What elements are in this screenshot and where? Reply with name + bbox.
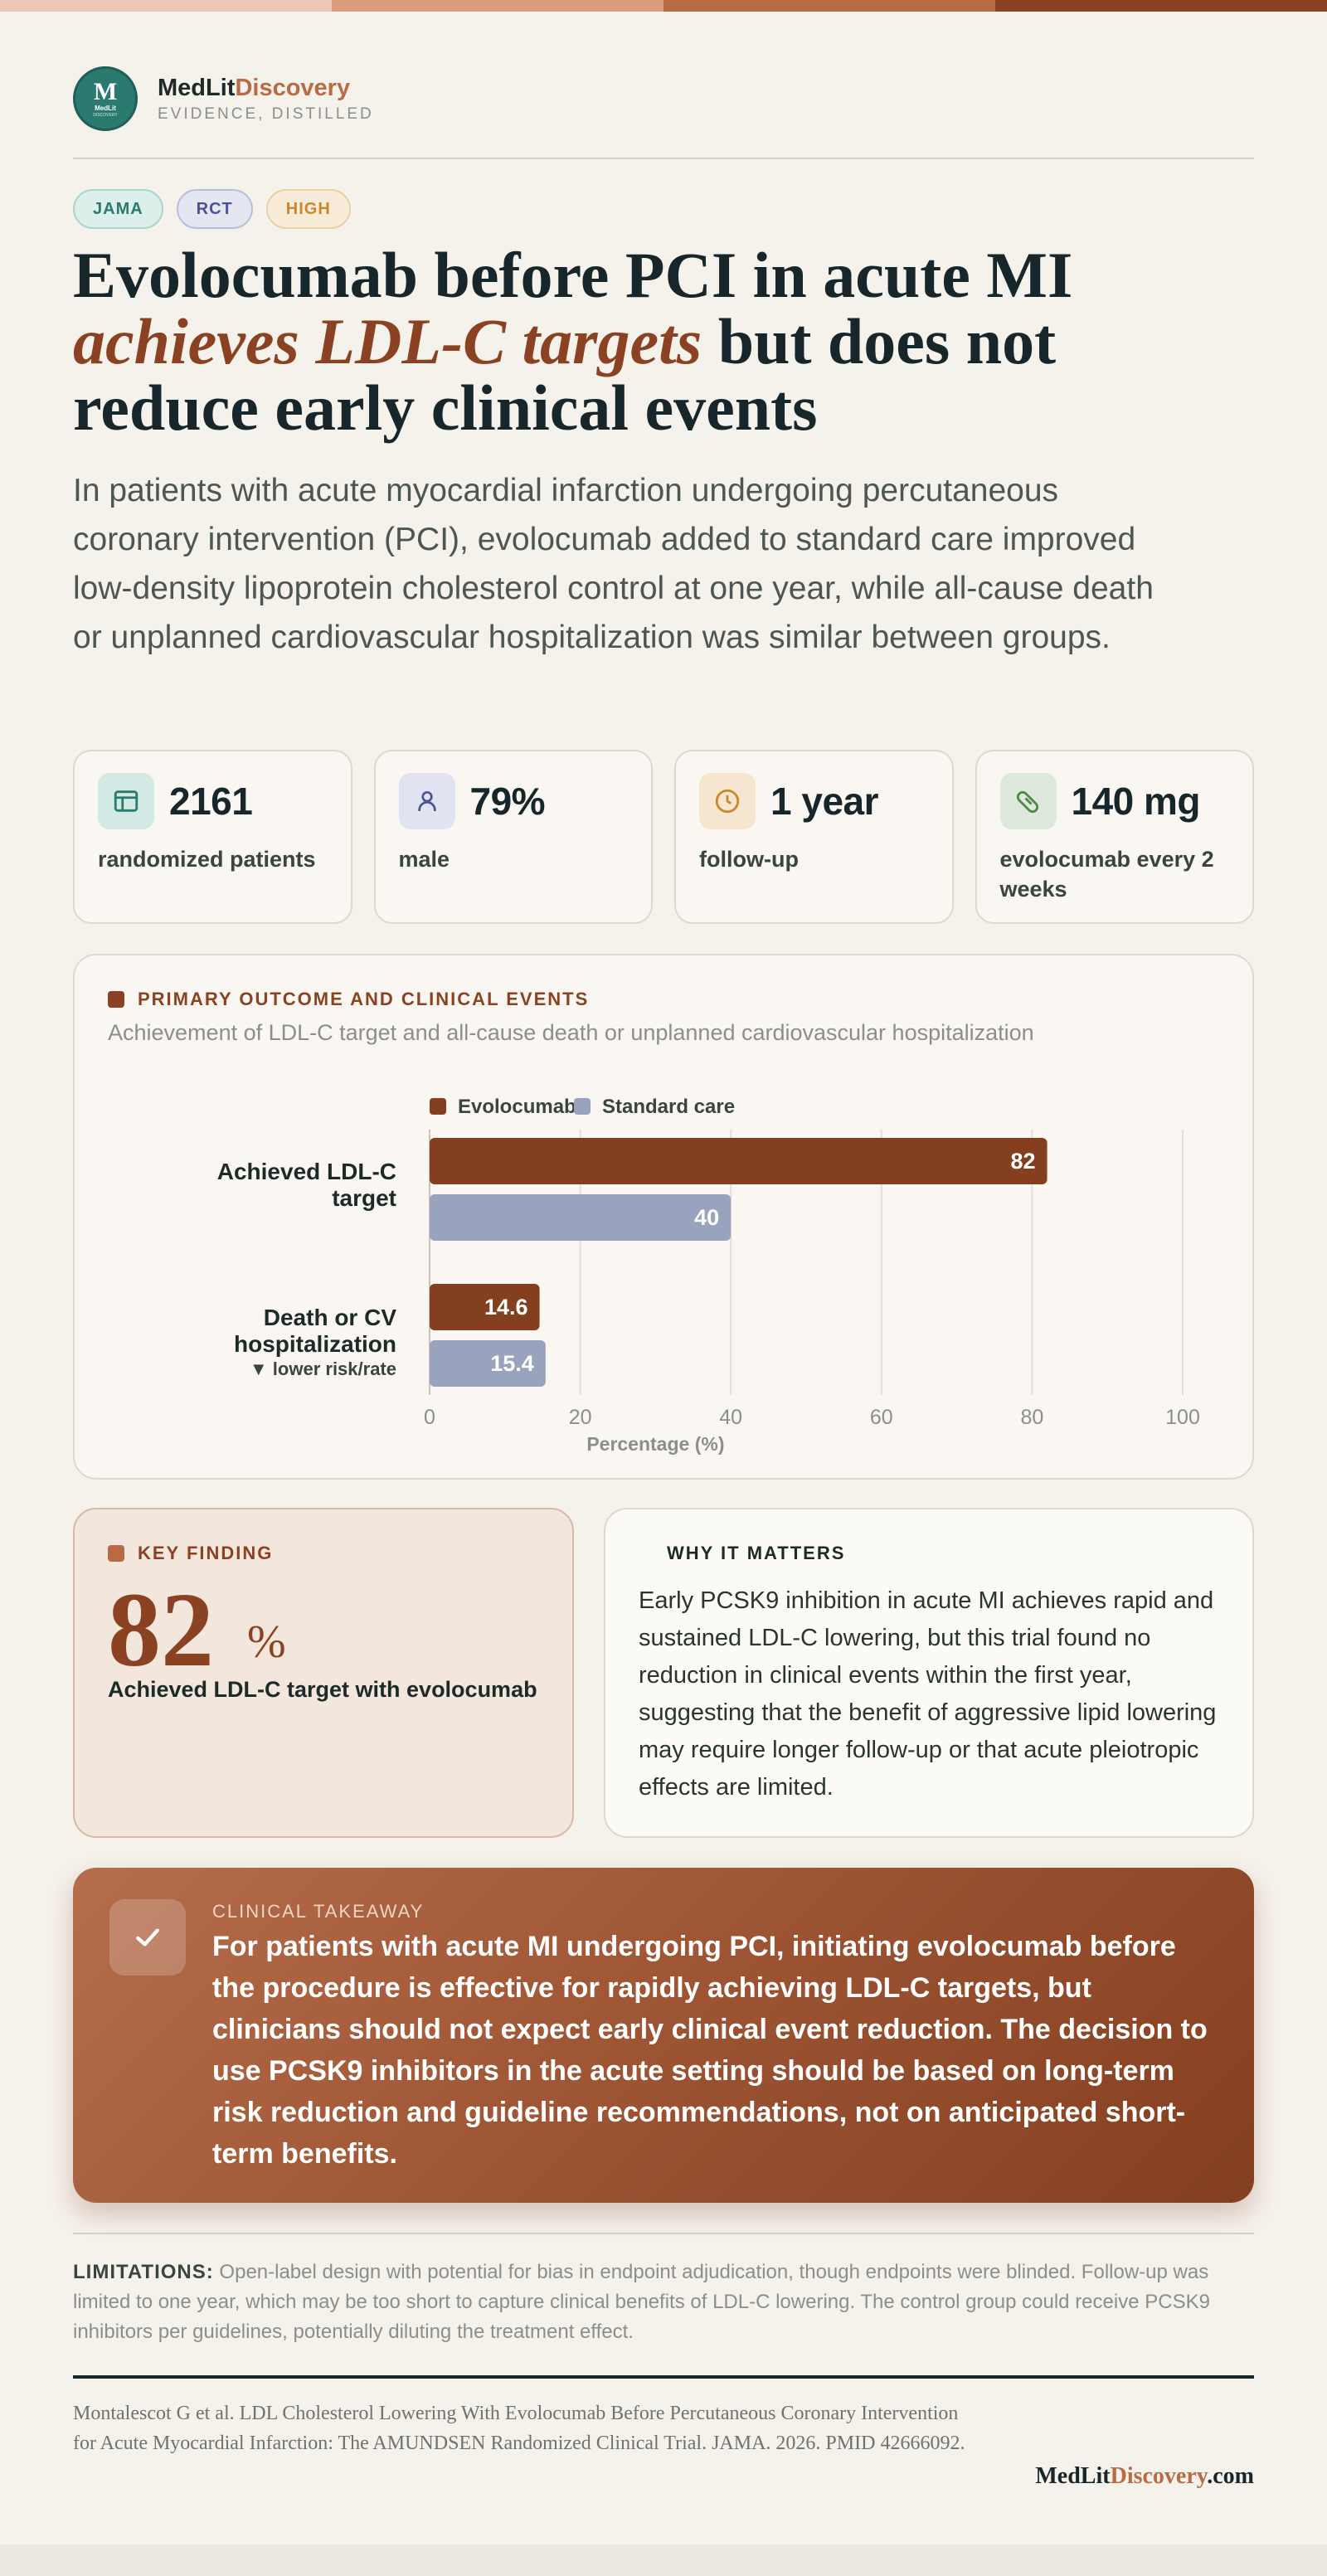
stat-label: randomized patients bbox=[98, 847, 316, 872]
top-bar-segment-3 bbox=[664, 0, 995, 12]
brand-header: M MedLit DISCOVERY MedLitDiscovery EVIDE… bbox=[73, 66, 374, 131]
limitations-divider bbox=[73, 2233, 1254, 2234]
category-label: target bbox=[332, 1185, 396, 1211]
stat-value: 1 year bbox=[770, 780, 879, 823]
legend-swatch bbox=[430, 1098, 446, 1115]
x-tick-label: 20 bbox=[569, 1406, 592, 1429]
headline: Evolocumab before PCI in acute MI achiev… bbox=[73, 242, 1254, 441]
brand-tagline: EVIDENCE, DISTILLED bbox=[158, 105, 374, 123]
tag-evidence-level: HIGH bbox=[265, 189, 351, 229]
clock-icon bbox=[699, 773, 756, 829]
limitations: LIMITATIONS: Open-label design with pote… bbox=[73, 2258, 1254, 2347]
why-it-matters-text: Early PCSK9 inhibition in acute MI achie… bbox=[639, 1587, 1217, 1801]
bar-standard-care bbox=[430, 1194, 732, 1241]
tag-list: JAMA RCT HIGH bbox=[73, 189, 351, 229]
bar-value-label: 15.4 bbox=[490, 1351, 534, 1376]
limitations-text: Open-label design with potential for bia… bbox=[73, 2261, 1210, 2343]
brand-name-part-b: Discovery bbox=[235, 75, 351, 101]
top-color-bar bbox=[0, 0, 1327, 12]
key-finding-card: KEY FINDING 82 % Achieved LDL-C target w… bbox=[73, 1508, 574, 1838]
tag-study-type: RCT bbox=[176, 189, 253, 229]
clinical-takeaway-title: CLINICAL TAKEAWAY bbox=[212, 1901, 425, 1922]
key-finding-description: Achieved LDL-C target with evolocumab bbox=[108, 1677, 537, 1702]
stat-card-male: 79% male bbox=[373, 750, 653, 924]
stat-value: 2161 bbox=[169, 780, 253, 823]
top-bar-segment-2 bbox=[332, 0, 664, 12]
table-icon bbox=[98, 773, 154, 829]
key-finding-value: 82 bbox=[108, 1571, 214, 1689]
limitations-label: LIMITATIONS: bbox=[73, 2261, 214, 2283]
stat-value: 79% bbox=[469, 780, 546, 823]
x-tick-label: 40 bbox=[719, 1406, 742, 1429]
footer-brand-part-a: MedLit bbox=[1035, 2463, 1111, 2489]
primary-outcome-title: PRIMARY OUTCOME AND CLINICAL EVENTS bbox=[138, 989, 590, 1009]
brand-logo-icon: M MedLit DISCOVERY bbox=[73, 66, 138, 131]
x-axis-label: Percentage (%) bbox=[586, 1433, 724, 1455]
headline-line-2-rest: but does not bbox=[702, 305, 1057, 377]
footer-brand-part-c: .com bbox=[1207, 2463, 1254, 2489]
headline-line-1: Evolocumab before PCI in acute MI bbox=[73, 239, 1073, 311]
pill-icon bbox=[999, 773, 1057, 829]
bottom-strip bbox=[0, 2544, 1327, 2576]
tag-journal: JAMA bbox=[73, 189, 163, 229]
check-icon bbox=[109, 1899, 186, 1976]
top-bar-segment-1 bbox=[0, 0, 332, 12]
lede-paragraph: In patients with acute myocardial infarc… bbox=[73, 473, 1154, 655]
clinical-takeaway-text: For patients with acute MI undergoing PC… bbox=[212, 1931, 1208, 2170]
bar-value-label: 40 bbox=[694, 1205, 719, 1230]
top-bar-segment-4 bbox=[995, 0, 1327, 12]
bar-standard-care bbox=[430, 1340, 546, 1387]
legend-swatch bbox=[574, 1098, 591, 1115]
footer-brand[interactable]: MedLitDiscovery.com bbox=[1035, 2463, 1254, 2490]
header-divider bbox=[73, 158, 1254, 159]
stat-label: follow-up bbox=[699, 847, 799, 872]
category-label: hospitalization bbox=[234, 1331, 396, 1357]
key-finding-unit: % bbox=[247, 1616, 286, 1668]
stat-label: evolocumab every 2 weeks bbox=[999, 847, 1214, 902]
stat-cards: 2161 randomized patients 79% male bbox=[73, 750, 1254, 924]
why-it-matters-title: WHY IT MATTERS bbox=[667, 1543, 846, 1563]
section-marker-icon bbox=[108, 991, 124, 1008]
brand-name: MedLitDiscovery bbox=[158, 74, 374, 102]
category-label: Death or CV bbox=[264, 1305, 397, 1330]
x-tick-label: 0 bbox=[424, 1406, 435, 1429]
logo-small-text: MedLit bbox=[95, 104, 116, 112]
stat-value: 140 mg bbox=[1071, 780, 1201, 823]
footer-divider bbox=[73, 2375, 1254, 2379]
stat-card-followup: 1 year follow-up bbox=[674, 750, 954, 924]
headline-emphasis: achieves LDL-C targets bbox=[73, 305, 702, 377]
x-tick-label: 60 bbox=[870, 1406, 893, 1429]
primary-outcome-subtitle: Achievement of LDL-C target and all-caus… bbox=[108, 1020, 1034, 1045]
citation: Montalescot G et al. LDL Cholesterol Low… bbox=[73, 2403, 965, 2454]
bar-value-label: 14.6 bbox=[484, 1295, 528, 1320]
logo-tiny-text: DISCOVERY bbox=[93, 112, 118, 118]
category-note: ▼ lower risk/rate bbox=[250, 1358, 396, 1379]
person-icon bbox=[398, 773, 455, 829]
section-marker-icon bbox=[108, 1545, 124, 1562]
footer-brand-part-b: Discovery bbox=[1110, 2463, 1208, 2489]
headline-line-3: reduce early clinical events bbox=[73, 372, 818, 444]
legend-label: Evolocumab bbox=[458, 1096, 576, 1118]
stat-label: male bbox=[398, 847, 450, 872]
stat-card-patients: 2161 randomized patients bbox=[73, 750, 352, 924]
bar-value-label: 82 bbox=[1011, 1149, 1036, 1174]
key-finding-title: KEY FINDING bbox=[138, 1543, 274, 1563]
bar-evolocumab bbox=[430, 1284, 540, 1330]
legend-label: Standard care bbox=[602, 1096, 735, 1118]
category-label: Achieved LDL-C bbox=[217, 1159, 396, 1184]
logo-letter: M bbox=[93, 77, 118, 105]
brand-name-part-a: MedLit bbox=[158, 75, 236, 101]
x-tick-label: 100 bbox=[1165, 1406, 1200, 1429]
bar-evolocumab bbox=[430, 1138, 1048, 1184]
x-tick-label: 80 bbox=[1020, 1406, 1043, 1429]
clinical-takeaway-card: CLINICAL TAKEAWAY For patients with acut… bbox=[73, 1868, 1254, 2203]
outcome-bar-chart: 0 20 40 60 80 100 Percentage (%) Evolocumab Stan… bbox=[217, 1096, 1200, 1455]
why-it-matters-card: WHY IT MATTERS Early PCSK9 inhibition in… bbox=[604, 1508, 1254, 1838]
stat-card-dose: 140 mg evolocumab every 2 weeks bbox=[975, 750, 1254, 924]
primary-outcome-card: PRIMARY OUTCOME AND CLINICAL EVENTS Achi… bbox=[73, 954, 1254, 1480]
